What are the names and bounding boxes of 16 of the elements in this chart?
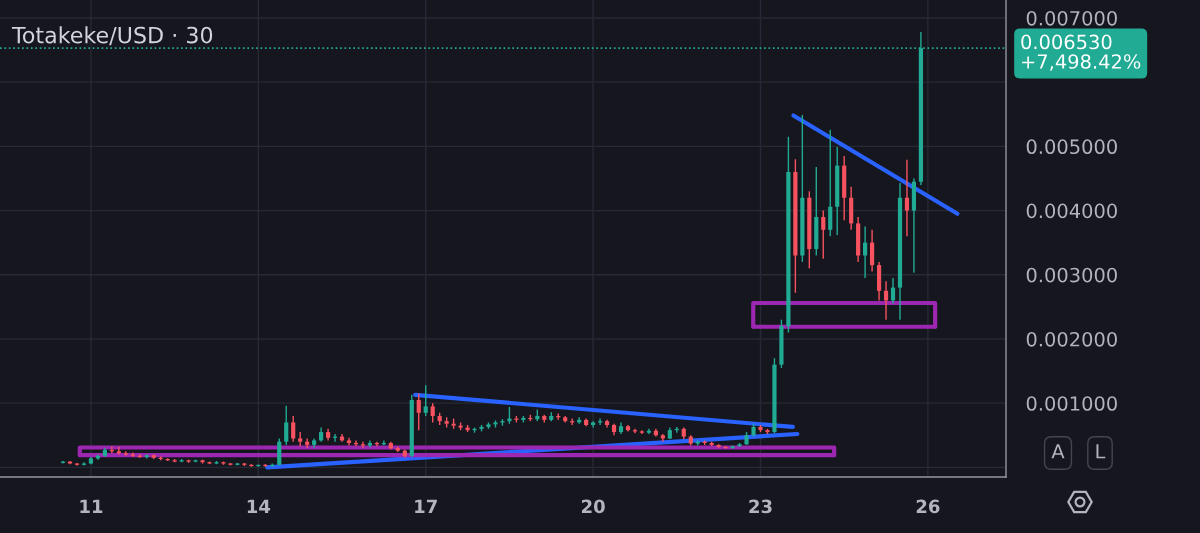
y-tick-label: 0.005000 [1026,139,1117,155]
x-tick-label: 26 [916,499,940,514]
ref-line-label: 0.006530 +7,498.42% [1021,34,1141,71]
text: Totakeke/USD · 30 [11,26,213,46]
y-tick-label: 0.003000 [1026,267,1117,283]
text: L [1096,444,1106,459]
x-tick-label: 14 [247,499,271,513]
x-tick-label: 11 [80,499,103,513]
text: A [1051,444,1065,459]
x-tick-label: 20 [581,499,605,514]
y-tick-label: 0.004000 [1026,203,1117,219]
x-tick-label: 23 [749,499,772,514]
x-tick-label: 17 [415,499,437,513]
y-tick-label: 0.002000 [1026,331,1117,347]
y-tick-label: 0.007000 [1026,10,1117,26]
y-tick-label: 0.001000 [1026,396,1117,411]
